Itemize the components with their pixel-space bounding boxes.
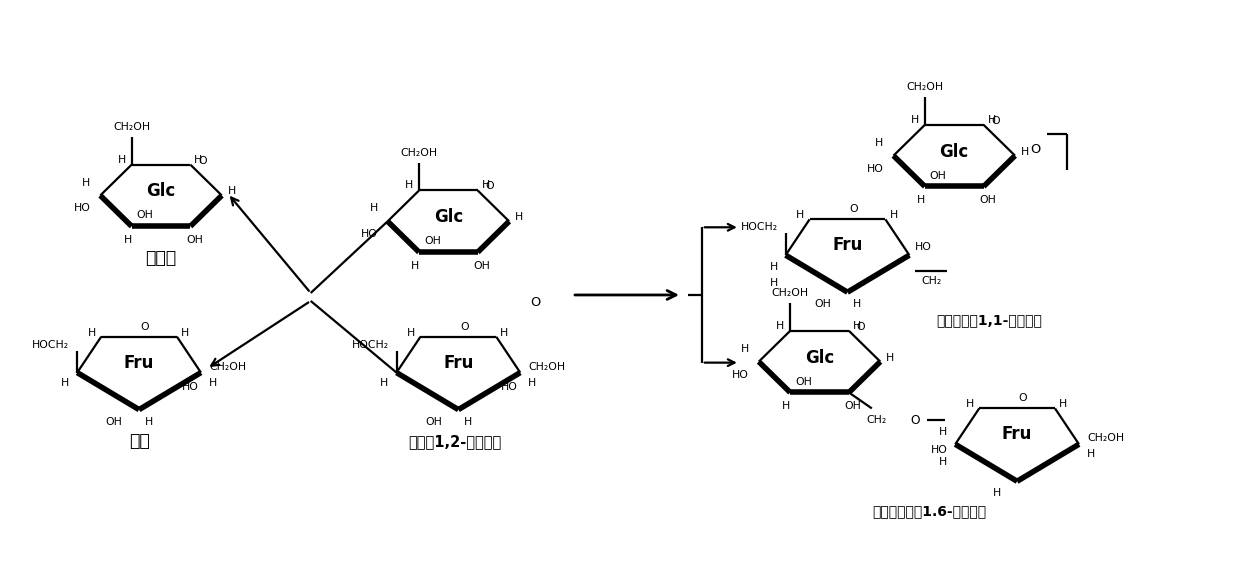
Text: OH: OH <box>980 196 996 205</box>
Text: H: H <box>208 377 217 388</box>
Text: O: O <box>857 322 866 332</box>
Text: H: H <box>195 155 202 164</box>
Text: HOCH₂: HOCH₂ <box>740 222 777 233</box>
Text: Fru: Fru <box>443 354 474 372</box>
Text: OH: OH <box>186 235 203 245</box>
Text: HO: HO <box>73 203 91 213</box>
Text: H: H <box>228 186 236 197</box>
Text: CH₂OH: CH₂OH <box>208 362 246 372</box>
Text: H: H <box>118 155 125 164</box>
Text: H: H <box>464 417 472 426</box>
Text: OH: OH <box>474 261 490 271</box>
Text: Glc: Glc <box>434 208 463 226</box>
Text: HO: HO <box>915 242 932 252</box>
Text: H: H <box>853 299 862 309</box>
Text: O: O <box>460 322 469 332</box>
Text: Fru: Fru <box>832 236 863 254</box>
Text: H: H <box>993 488 1001 498</box>
Text: H: H <box>145 417 154 426</box>
Text: H: H <box>407 328 415 338</box>
Text: H: H <box>887 353 894 363</box>
Text: H: H <box>776 321 784 331</box>
Text: 异麦芙鄀糖（1.6-糖苷键）: 异麦芙鄀糖（1.6-糖苷键） <box>872 504 986 518</box>
Text: H: H <box>181 328 190 338</box>
Text: O: O <box>910 414 920 427</box>
Text: CH₂OH: CH₂OH <box>528 362 565 372</box>
Text: H: H <box>782 402 790 411</box>
Text: O: O <box>529 297 541 309</box>
Text: H: H <box>500 328 508 338</box>
Text: OH: OH <box>815 299 831 309</box>
Text: HO: HO <box>501 381 518 392</box>
Text: H: H <box>410 261 419 271</box>
Text: O: O <box>141 322 149 332</box>
Text: O: O <box>849 204 858 215</box>
Text: H: H <box>88 328 97 338</box>
Text: HO: HO <box>930 445 947 455</box>
Text: HO: HO <box>182 381 198 392</box>
Text: 果糖: 果糖 <box>129 432 150 451</box>
Text: O: O <box>198 156 207 166</box>
Text: HOCH₂: HOCH₂ <box>351 340 388 350</box>
Text: OH: OH <box>425 417 441 426</box>
Text: H: H <box>381 377 388 388</box>
Text: O: O <box>991 116 999 126</box>
Text: Glc: Glc <box>146 182 176 200</box>
Text: H: H <box>966 399 975 410</box>
Text: H: H <box>889 211 898 220</box>
Text: H: H <box>875 138 884 148</box>
Text: OH: OH <box>844 402 862 411</box>
Text: HO: HO <box>867 164 884 174</box>
Text: H: H <box>769 262 777 272</box>
Text: 葡萄糖: 葡萄糖 <box>145 249 176 267</box>
Text: OH: OH <box>105 417 123 426</box>
Text: CH₂OH: CH₂OH <box>113 122 150 132</box>
Text: H: H <box>939 428 947 437</box>
Text: OH: OH <box>136 211 154 220</box>
Text: 海藻鄀糖（1,1-糖苷键）: 海藻鄀糖（1,1-糖苷键） <box>936 313 1042 327</box>
Text: HOCH₂: HOCH₂ <box>32 340 69 350</box>
Text: H: H <box>515 212 523 222</box>
Text: O: O <box>1030 143 1040 156</box>
Text: OH: OH <box>424 236 441 246</box>
Text: Fru: Fru <box>1002 425 1032 443</box>
Text: H: H <box>1059 399 1068 410</box>
Text: 蕌糖（1,2-糖苷键）: 蕌糖（1,2-糖苷键） <box>409 434 502 449</box>
Text: O: O <box>485 182 494 192</box>
Text: H: H <box>769 278 777 288</box>
Text: H: H <box>404 181 413 190</box>
Text: CH₂OH: CH₂OH <box>1087 433 1125 443</box>
Text: Glc: Glc <box>940 143 968 160</box>
Text: CH₂: CH₂ <box>921 276 941 286</box>
Text: Glc: Glc <box>805 349 835 366</box>
Text: H: H <box>910 115 919 125</box>
Text: OH: OH <box>795 377 812 387</box>
Text: CH₂OH: CH₂OH <box>771 288 808 298</box>
Text: H: H <box>939 457 947 467</box>
Text: H: H <box>370 203 378 213</box>
Text: H: H <box>1087 449 1095 459</box>
Text: OH: OH <box>930 171 946 181</box>
Text: H: H <box>1021 147 1029 157</box>
Text: CH₂OH: CH₂OH <box>906 82 944 92</box>
Text: H: H <box>740 344 749 354</box>
Text: H: H <box>528 377 537 388</box>
Text: O: O <box>1019 394 1028 403</box>
Text: H: H <box>796 211 805 220</box>
Text: H: H <box>916 196 925 205</box>
Text: H: H <box>124 235 131 245</box>
Text: H: H <box>82 178 91 188</box>
Text: H: H <box>853 321 861 331</box>
Text: Fru: Fru <box>124 354 154 372</box>
Text: HO: HO <box>732 370 749 380</box>
Text: H: H <box>481 181 490 190</box>
Text: CH₂OH: CH₂OH <box>401 148 438 158</box>
Text: CH₂: CH₂ <box>867 415 887 425</box>
Text: H: H <box>61 377 69 388</box>
Text: H: H <box>987 115 996 125</box>
Text: HO: HO <box>361 229 378 239</box>
